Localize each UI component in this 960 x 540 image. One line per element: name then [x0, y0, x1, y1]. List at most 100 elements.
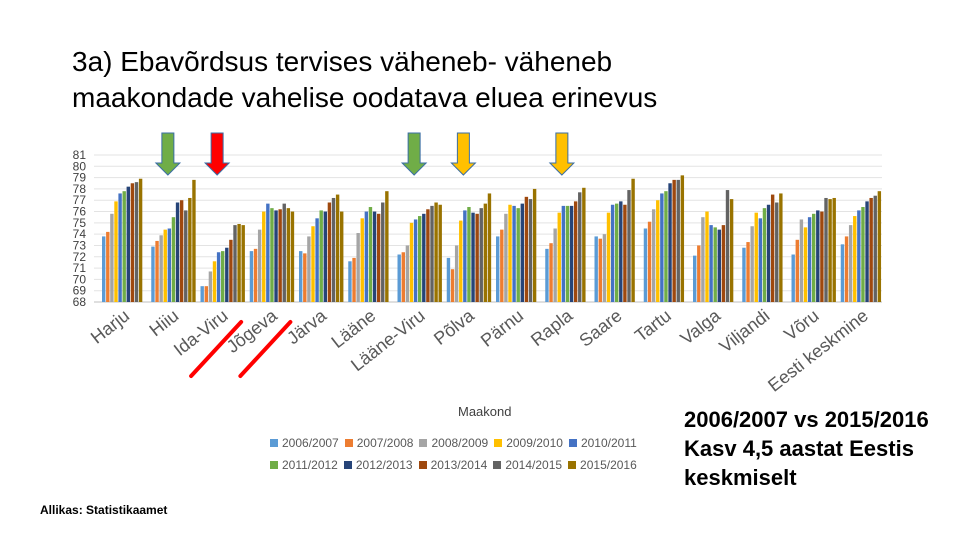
bar — [565, 205, 570, 302]
bar — [508, 204, 512, 302]
x-tick-label: Põlva — [430, 305, 479, 349]
bar — [229, 239, 233, 302]
y-tick-label: 75 — [73, 216, 87, 230]
bar — [471, 212, 475, 302]
bar — [253, 248, 258, 302]
bar — [799, 219, 804, 302]
bar — [212, 261, 217, 302]
bar — [758, 218, 763, 302]
bar — [721, 225, 726, 302]
bar — [709, 225, 713, 302]
legend-label: 2007/2008 — [356, 436, 414, 450]
bar — [237, 223, 241, 302]
legend-item: 2011/2012 — [270, 458, 338, 472]
x-tick-label: Hiiu — [146, 305, 183, 340]
legend-item: 2013/2014 — [418, 458, 487, 472]
bar — [381, 202, 385, 302]
bar — [130, 183, 135, 302]
x-tick-label: Viljandi — [716, 305, 774, 356]
bar — [848, 225, 853, 302]
bar — [479, 208, 483, 302]
comparison-note-line-3: keskmiselt — [684, 465, 797, 490]
source-note: Allikas: Statistikaamet — [40, 503, 168, 517]
bar — [118, 193, 122, 302]
y-tick-label: 78 — [73, 182, 87, 196]
bar — [208, 271, 213, 302]
bar — [775, 202, 779, 302]
bar — [262, 211, 266, 302]
bar — [598, 238, 602, 302]
bar — [807, 217, 812, 302]
bar — [664, 191, 668, 302]
bar — [869, 197, 873, 302]
bar — [167, 228, 172, 302]
bar — [138, 178, 143, 302]
bar — [385, 191, 389, 302]
y-tick-label: 76 — [73, 205, 87, 219]
bar — [405, 245, 410, 302]
bar — [779, 193, 783, 302]
bar — [865, 201, 869, 302]
legend-swatch — [493, 461, 502, 469]
bar — [651, 209, 656, 302]
bar — [873, 195, 877, 302]
y-tick-label: 72 — [73, 250, 87, 264]
bar — [549, 243, 553, 302]
legend-label: 2010/2011 — [580, 436, 637, 450]
legend-swatch — [270, 461, 278, 469]
bar — [450, 269, 455, 302]
bar — [278, 209, 282, 302]
bar — [467, 207, 471, 302]
bar — [179, 200, 184, 302]
legend-label: 2011/2012 — [282, 458, 338, 472]
bar — [791, 254, 795, 302]
legend-item: 2015/2016 — [568, 458, 637, 472]
bar — [418, 216, 422, 302]
legend-swatch — [568, 439, 577, 447]
bar — [766, 204, 771, 302]
highlight-arrow-icon — [203, 132, 231, 176]
bar — [623, 204, 627, 302]
bar — [102, 236, 106, 302]
bar — [274, 210, 278, 302]
bar — [422, 213, 426, 302]
x-tick-label: Tartu — [631, 305, 675, 345]
bar — [693, 255, 697, 302]
bar — [299, 251, 303, 302]
bar — [360, 218, 364, 302]
chart-legend: 2006/2007 2007/2008 2008/2009 2009/2010 2010… — [270, 436, 690, 480]
bar — [553, 228, 557, 302]
bar — [184, 210, 188, 302]
bar — [840, 244, 845, 302]
bar — [824, 197, 828, 302]
bar — [483, 203, 488, 302]
bar — [155, 240, 159, 302]
bar — [257, 229, 262, 302]
bar — [307, 236, 311, 302]
bar — [660, 193, 664, 302]
bar — [615, 203, 619, 302]
bar — [631, 178, 635, 302]
bar — [770, 194, 775, 302]
legend-label: 2006/2007 — [282, 436, 339, 450]
bar — [816, 210, 820, 302]
bar — [163, 229, 167, 302]
bar — [311, 226, 315, 302]
bar — [656, 200, 660, 302]
legend-label: 2014/2015 — [505, 458, 563, 472]
bar — [500, 229, 504, 302]
bar — [861, 207, 865, 302]
bar — [754, 212, 758, 302]
bar — [188, 197, 192, 302]
y-tick-label: 73 — [73, 238, 87, 252]
bar — [438, 204, 442, 302]
bar — [225, 247, 229, 302]
bar — [110, 213, 114, 302]
legend-item: 2006/2007 — [270, 436, 339, 450]
bar — [803, 227, 808, 302]
bar — [705, 211, 709, 302]
bar — [233, 225, 237, 302]
bar — [171, 217, 176, 302]
bar — [668, 183, 672, 302]
bar — [459, 220, 463, 302]
